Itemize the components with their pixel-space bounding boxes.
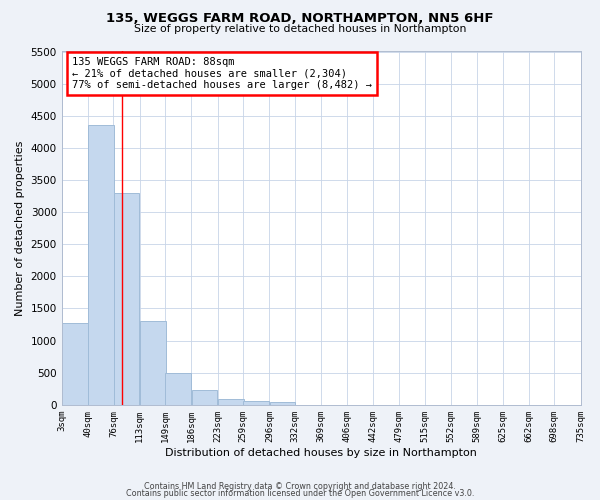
Text: 135 WEGGS FARM ROAD: 88sqm
← 21% of detached houses are smaller (2,304)
77% of s: 135 WEGGS FARM ROAD: 88sqm ← 21% of deta… <box>72 57 372 90</box>
Bar <box>113 193 139 405</box>
Bar <box>140 322 166 405</box>
Bar <box>62 323 88 405</box>
Bar <box>88 126 114 405</box>
Bar <box>191 390 217 405</box>
Text: Size of property relative to detached houses in Northampton: Size of property relative to detached ho… <box>134 24 466 34</box>
Text: 135, WEGGS FARM ROAD, NORTHAMPTON, NN5 6HF: 135, WEGGS FARM ROAD, NORTHAMPTON, NN5 6… <box>106 12 494 26</box>
Text: Contains public sector information licensed under the Open Government Licence v3: Contains public sector information licen… <box>126 489 474 498</box>
Bar <box>218 399 244 405</box>
Bar <box>269 402 295 405</box>
X-axis label: Distribution of detached houses by size in Northampton: Distribution of detached houses by size … <box>165 448 477 458</box>
Bar <box>166 374 191 405</box>
Bar <box>244 401 269 405</box>
Y-axis label: Number of detached properties: Number of detached properties <box>15 140 25 316</box>
Text: Contains HM Land Registry data © Crown copyright and database right 2024.: Contains HM Land Registry data © Crown c… <box>144 482 456 491</box>
